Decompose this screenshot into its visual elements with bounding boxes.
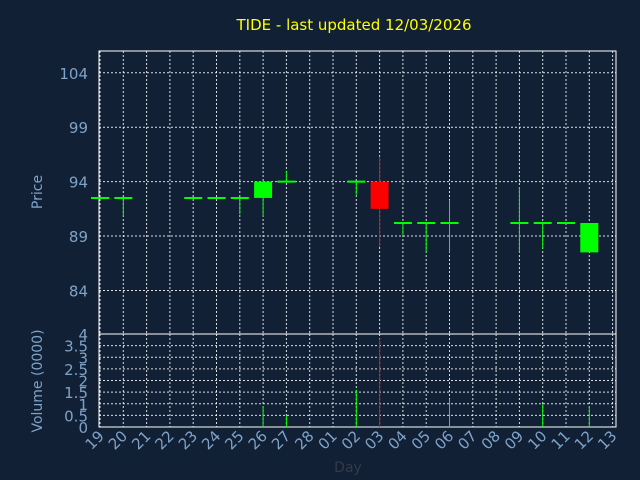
- volume-grid: [99, 334, 616, 427]
- x-axis-label: Day: [334, 460, 362, 476]
- volume-tick-label: 1: [78, 396, 88, 414]
- candle: [417, 221, 436, 253]
- candles: [91, 156, 599, 253]
- day-tick-label: 13: [594, 427, 620, 453]
- candle: [510, 187, 529, 253]
- candle: [533, 221, 552, 250]
- candle: [347, 180, 366, 195]
- candle: [230, 196, 249, 215]
- candle: [440, 200, 459, 253]
- volume-tick-label: 2: [78, 373, 88, 391]
- volume-tick-label: 3.5: [64, 338, 88, 356]
- candle: [580, 222, 599, 253]
- volume-tick-label: 0: [78, 419, 88, 437]
- volume-bars: [262, 338, 590, 427]
- candle: [277, 170, 296, 183]
- price-grid: [99, 51, 616, 334]
- day-tick-labels: 1920212223242526272801020304050607080910…: [82, 427, 621, 453]
- volume-axis-label: Volume (0000): [30, 329, 46, 432]
- candle-body: [370, 181, 389, 209]
- price-tick-labels: 104 99 94 89 84: [59, 65, 88, 301]
- price-tick-label: 99: [69, 119, 88, 137]
- price-tick-label: 94: [69, 174, 88, 192]
- candle: [370, 156, 389, 247]
- chart-title: TIDE - last updated 12/03/2026: [236, 16, 472, 34]
- volume-tick-label: 1.5: [64, 384, 88, 402]
- price-tick-label: 84: [69, 282, 88, 300]
- price-tick-label: 104: [59, 65, 88, 83]
- candle: [254, 181, 273, 217]
- volume-tick-label: 4: [78, 326, 88, 344]
- candle: [393, 221, 412, 237]
- volume-tick-label: 0.5: [64, 407, 88, 425]
- price-plot-frame: [98, 50, 617, 335]
- volume-tick-label: 3: [78, 349, 88, 367]
- candle: [114, 196, 133, 217]
- candle-body: [580, 222, 599, 253]
- price-axis-label: Price: [30, 175, 46, 209]
- price-tick-label: 89: [69, 228, 88, 246]
- volume-tick-label: 2.5: [64, 361, 88, 379]
- candle-body: [254, 181, 273, 198]
- volume-tick-labels: 43.532.521.510.50: [64, 326, 88, 437]
